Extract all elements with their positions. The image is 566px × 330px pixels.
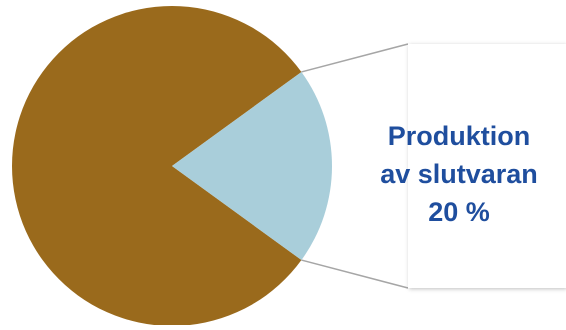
callout-leader-line-bottom — [301, 259, 409, 289]
callout-leader-line-top — [301, 43, 409, 73]
pie-slices — [12, 5, 332, 326]
pie-slice-2 — [172, 71, 332, 261]
callout-label-line-2: av slutvaran — [380, 159, 538, 189]
callout-label-line-3: 20 % — [428, 197, 490, 227]
callout-box — [408, 44, 566, 288]
pie-slice-1 — [12, 5, 302, 326]
callout-label: Produktion av slutvaran 20 % — [352, 117, 566, 231]
callout-label-line-1: Produktion — [387, 121, 531, 151]
